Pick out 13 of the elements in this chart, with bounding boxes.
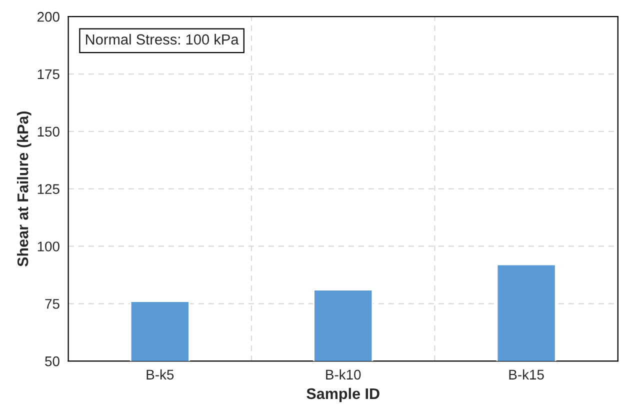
y-tick-label: 200 [38, 12, 60, 22]
y-tick-label: 150 [38, 126, 60, 137]
y-tick-label: 50 [45, 356, 60, 366]
x-tick-label: B-k15 [509, 369, 544, 380]
y-tick-label: 125 [38, 184, 60, 194]
y-tick-label: 100 [38, 242, 60, 252]
x-tick-label: B-k10 [326, 369, 361, 380]
annotation: Normal Stress: 100 kPa [86, 34, 239, 45]
y-tick-label: 175 [38, 69, 60, 80]
y-axis-title: Shear at Failure (kPa) [17, 111, 32, 266]
y-tick-label: 75 [45, 299, 60, 309]
x-tick-label: B-k5 [146, 369, 174, 380]
x-axis-title: Sample ID [306, 388, 380, 402]
